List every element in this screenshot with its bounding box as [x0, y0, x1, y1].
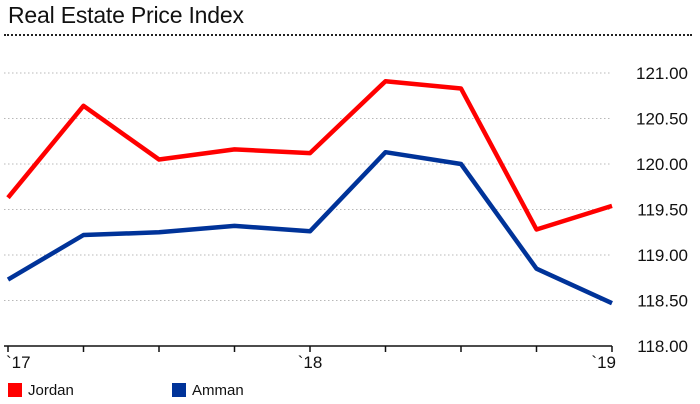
x-tick-label: `18 [298, 353, 323, 372]
title-divider [4, 34, 692, 36]
y-tick-label: 118.50 [637, 292, 688, 311]
y-tick-label: 119.50 [637, 201, 688, 220]
series-line-jordan [6, 78, 613, 232]
legend-item-amman: Amman [172, 380, 244, 400]
series-line-amman [6, 149, 613, 306]
legend-swatch-amman [172, 383, 186, 397]
x-axis-tick-labels: `17 `18 `19 [6, 353, 616, 372]
x-tick-label: `19 [591, 353, 616, 372]
legend-label-jordan: Jordan [28, 381, 74, 399]
x-axis-ticks [7, 346, 613, 352]
chart-title: Real Estate Price Index [8, 2, 244, 28]
legend-swatch-jordan [8, 383, 22, 397]
grid-lines [4, 72, 612, 347]
y-tick-label: 119.00 [637, 246, 688, 265]
x-tick-label: `17 [6, 353, 31, 372]
legend-label-amman: Amman [192, 381, 244, 399]
y-axis-tick-labels: 118.00 118.50 119.00 119.50 120.00 120.50 121.… [636, 64, 688, 356]
y-tick-label: 121.00 [636, 64, 688, 83]
y-tick-label: 118.00 [637, 337, 688, 356]
legend-item-jordan: Jordan [8, 380, 74, 400]
y-tick-label: 120.00 [636, 155, 688, 174]
y-tick-label: 120.50 [636, 110, 688, 129]
series-lines [6, 78, 613, 306]
